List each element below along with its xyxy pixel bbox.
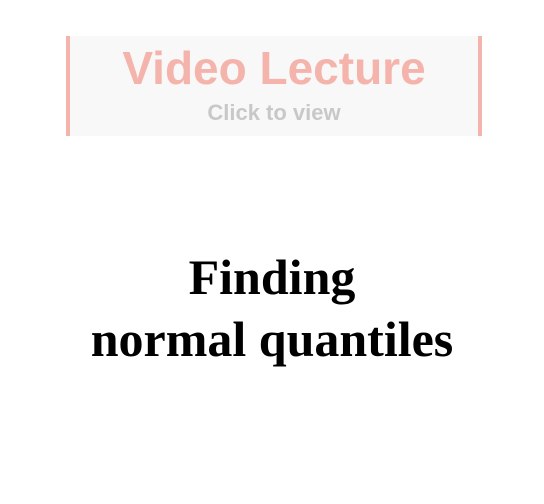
click-to-view-label: Click to view [207,100,341,125]
slide-title-line-2: normal quantiles [90,311,454,367]
slide-title-line-1: Finding [188,249,356,305]
video-lecture-link[interactable]: Video Lecture Click to view [66,36,482,136]
video-lecture-title: Video Lecture [122,42,426,94]
slide-title: Finding normal quantiles [0,246,544,370]
